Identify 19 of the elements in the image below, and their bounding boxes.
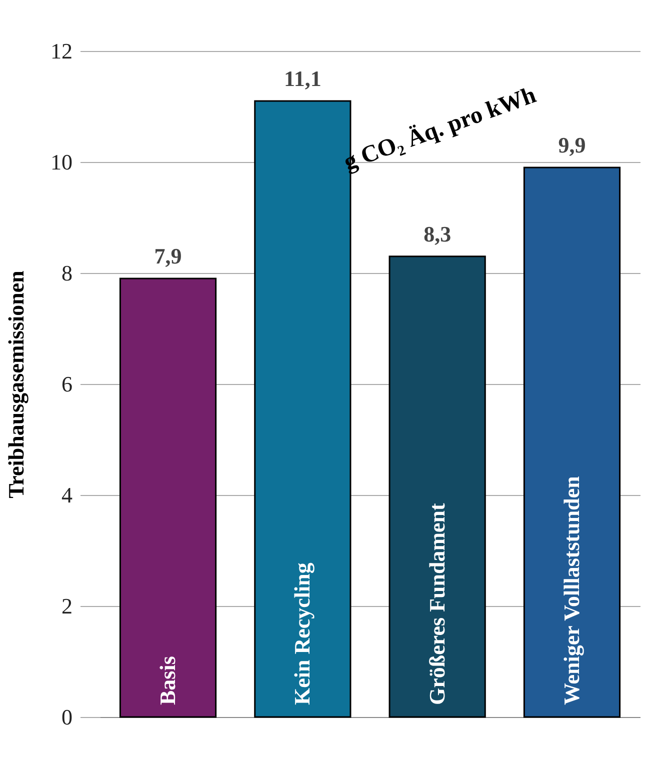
y-tick-label: 10 (50, 150, 72, 174)
data-label: 11,1 (284, 66, 322, 91)
data-label: 7,9 (154, 244, 182, 269)
bar (523, 166, 621, 718)
bar (388, 256, 486, 718)
y-tick-label: 8 (62, 260, 72, 286)
x-tick-label: Kein Recycling (290, 562, 315, 705)
data-label: 8,3 (424, 221, 452, 246)
y-tick-label: 2 (62, 594, 72, 618)
x-tick-label: Größeres Fundament (424, 502, 450, 705)
y-tick-label: 6 (62, 372, 72, 396)
bar (119, 278, 217, 718)
x-tick-label: Basis (155, 656, 180, 705)
y-tick-label: 12 (50, 38, 72, 64)
x-tick-label: Weniger Volllaststunden (558, 476, 584, 705)
y-axis-title: Treibhausgasemissionen (4, 270, 28, 498)
data-label: 9,9 (558, 132, 586, 158)
y-tick-label: 0 (62, 704, 72, 730)
y-tick-label: 4 (62, 482, 72, 508)
